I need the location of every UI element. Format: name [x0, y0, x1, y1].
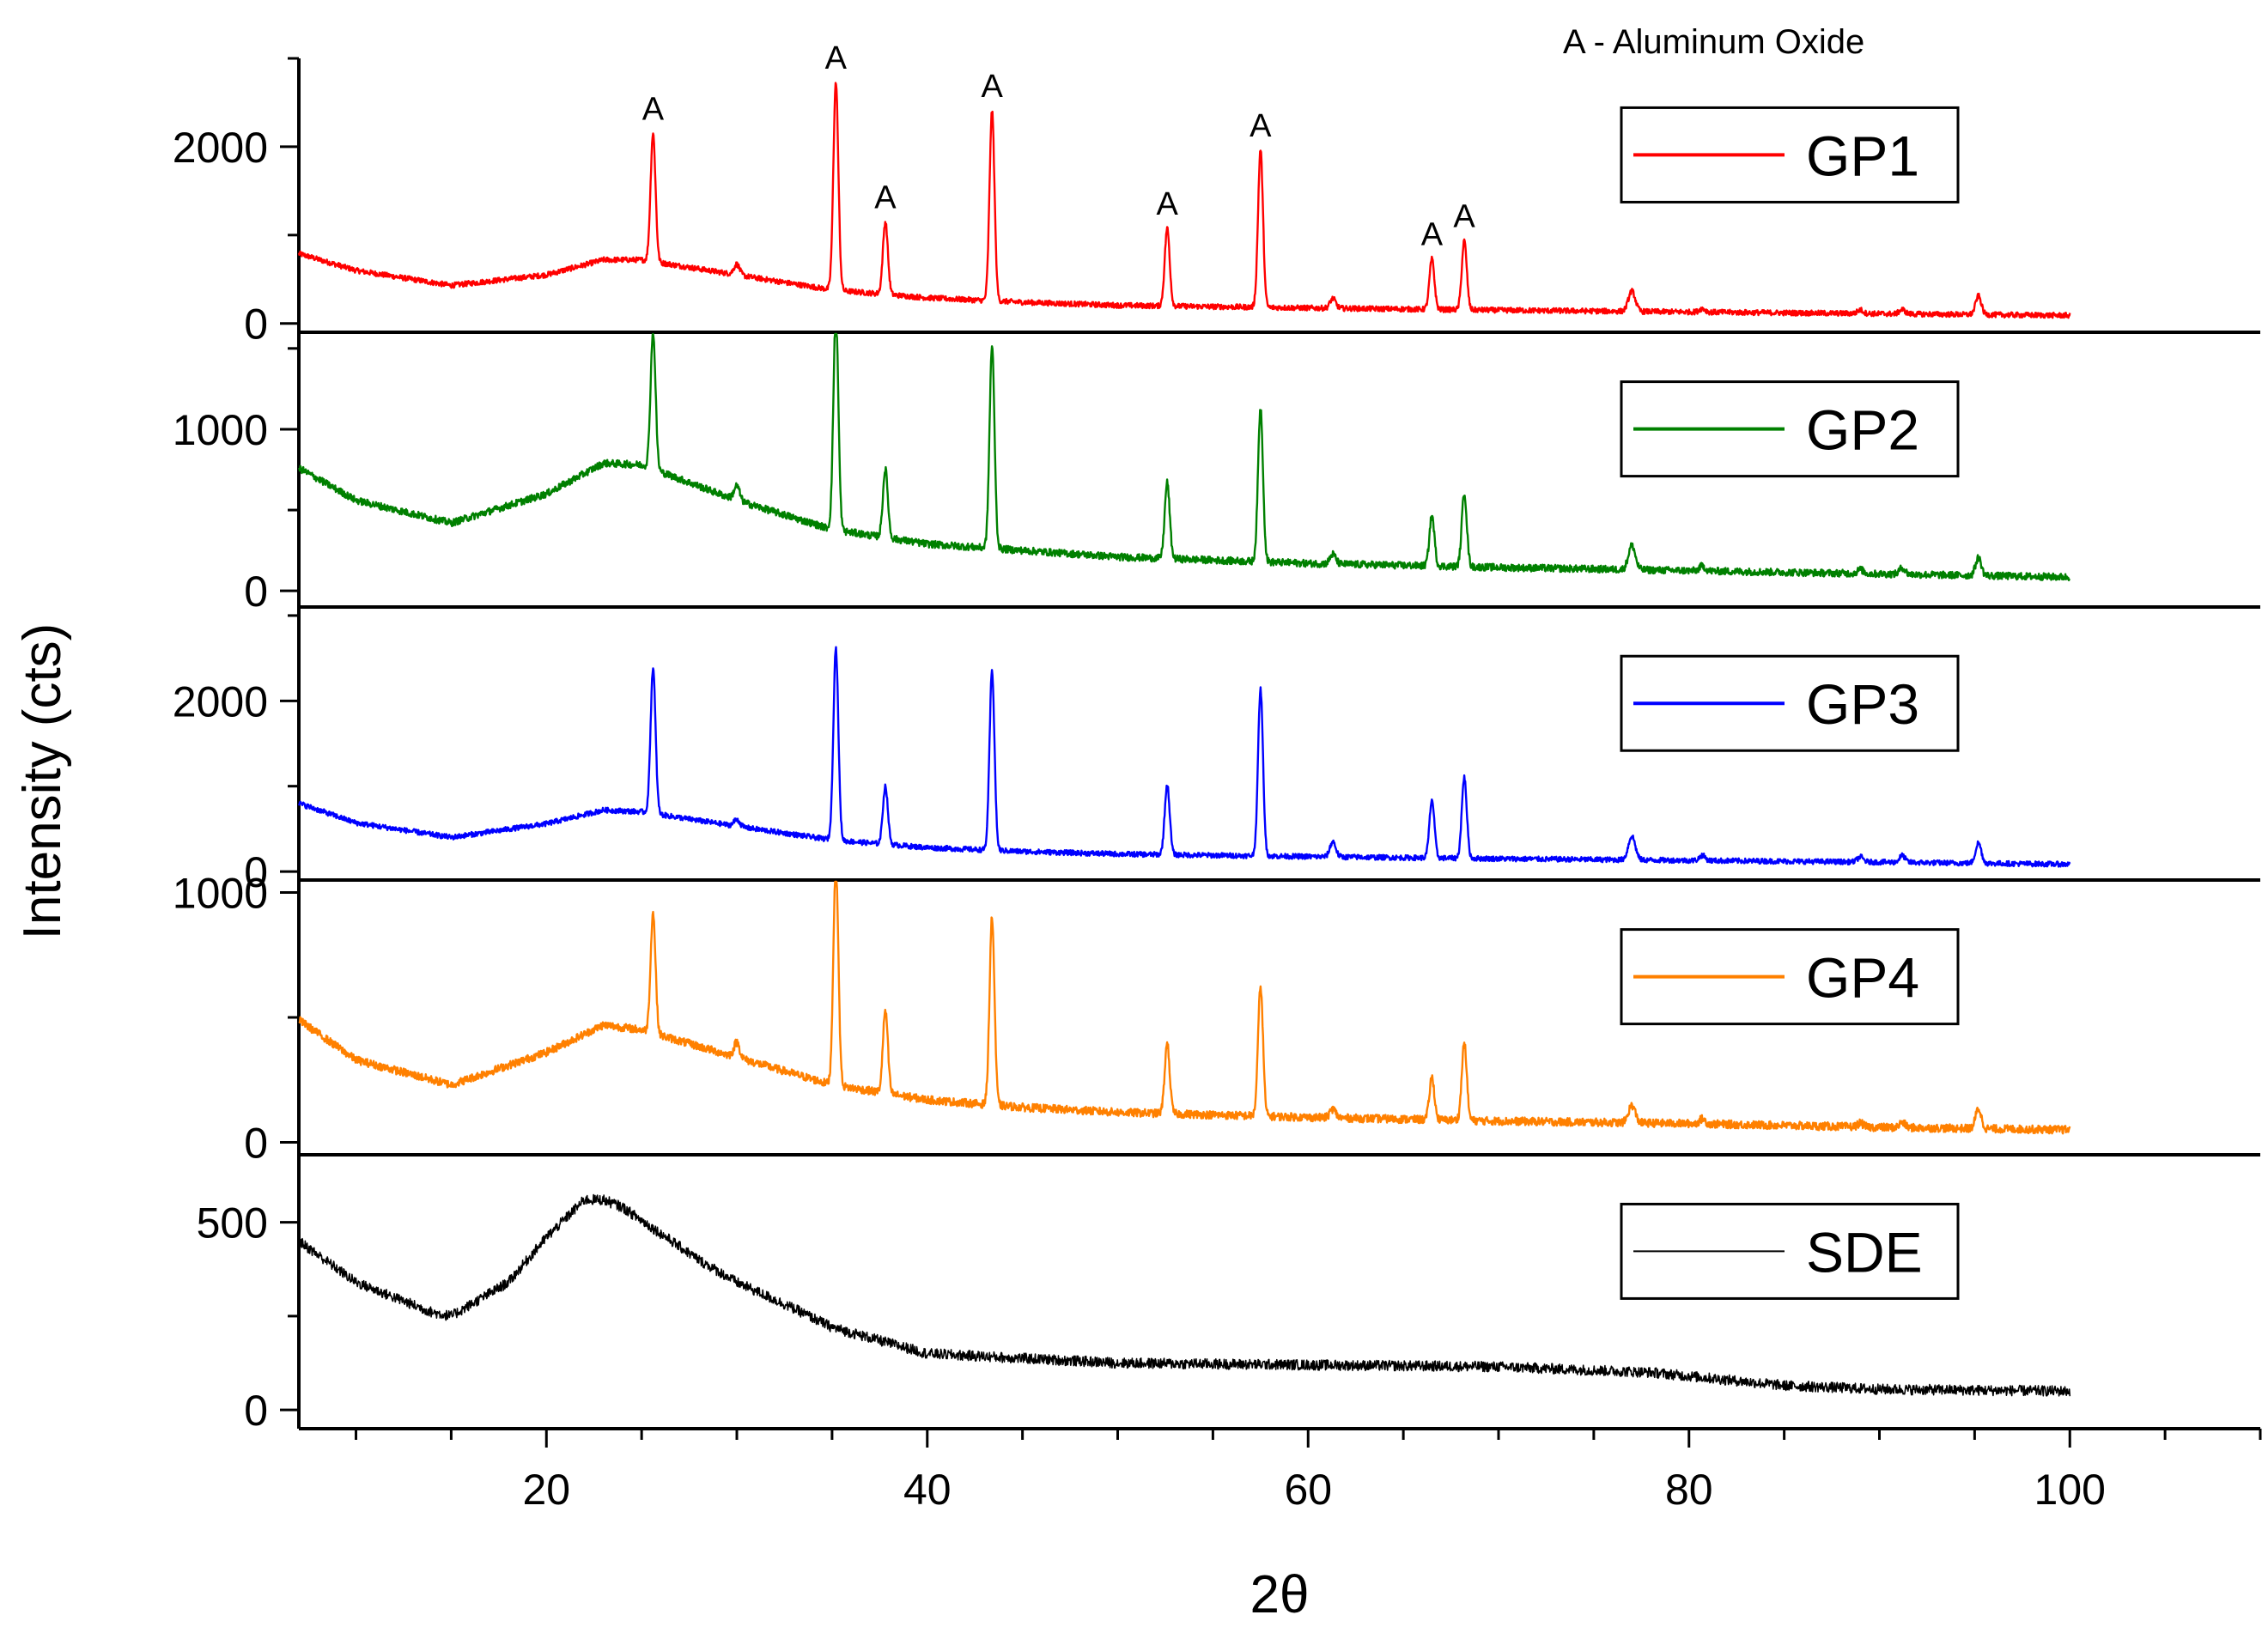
gp2-y-tick-label: 1000: [173, 406, 268, 454]
gp1-y-tick-label: 2000: [173, 124, 268, 172]
labels-layer: 20 40 60 80 10002000AAAAAAAA0100002000010000…: [173, 40, 2106, 1514]
sde-legend-label: SDE: [1806, 1220, 1923, 1284]
gp4-y-tick-label: 0: [244, 1119, 268, 1167]
gp4-legend-label: GP4: [1806, 946, 1919, 1010]
phase-annotation: A - Aluminum Oxide: [1563, 23, 1864, 61]
x-tick-label: 40: [903, 1466, 952, 1514]
series-layer: [297, 82, 2071, 1397]
sde-pattern-line: [298, 1193, 2071, 1397]
gp3-y-tick-label: 2000: [173, 677, 268, 725]
peak-marker-a: A: [1453, 199, 1475, 235]
axes-layer: [280, 57, 2262, 1448]
gp3-y-tick-label: 0: [244, 848, 268, 896]
sde-y-tick-label: 0: [244, 1387, 268, 1435]
peak-marker-a: A: [825, 40, 848, 76]
gp1-y-tick-label: 0: [244, 301, 268, 349]
x-tick-label: 80: [1665, 1466, 1713, 1514]
peak-marker-a: A: [874, 179, 897, 216]
gp4-pattern-line: [298, 880, 2071, 1135]
peak-marker-a: A: [981, 69, 1003, 105]
x-tick-label: 60: [1284, 1466, 1332, 1514]
legend-layer: GP1 GP2 GP3 GP4 SDE: [1620, 106, 1960, 1300]
sde-y-tick-label: 500: [197, 1199, 268, 1248]
peak-marker-a: A: [1250, 108, 1272, 144]
gp2-legend-label: GP2: [1806, 398, 1919, 462]
peak-marker-a: A: [1421, 217, 1444, 253]
peak-marker-a: A: [642, 92, 665, 128]
x-tick-label: 20: [522, 1466, 570, 1514]
gp4-y-tick-label: 1000: [173, 870, 268, 918]
gp1-pattern-line: [297, 82, 2071, 319]
gp2-pattern-line: [297, 332, 2071, 581]
y-axis-title: Intensity (cts): [13, 623, 72, 940]
gp3-pattern-line: [297, 646, 2071, 868]
gp2-y-tick-label: 0: [244, 568, 268, 616]
x-axis-title: 2θ: [1250, 1565, 1310, 1624]
peak-marker-a: A: [1156, 186, 1178, 222]
gp1-legend-label: GP1: [1806, 124, 1919, 187]
gp3-legend-label: GP3: [1806, 672, 1919, 736]
x-tick-label: 100: [2034, 1466, 2106, 1514]
